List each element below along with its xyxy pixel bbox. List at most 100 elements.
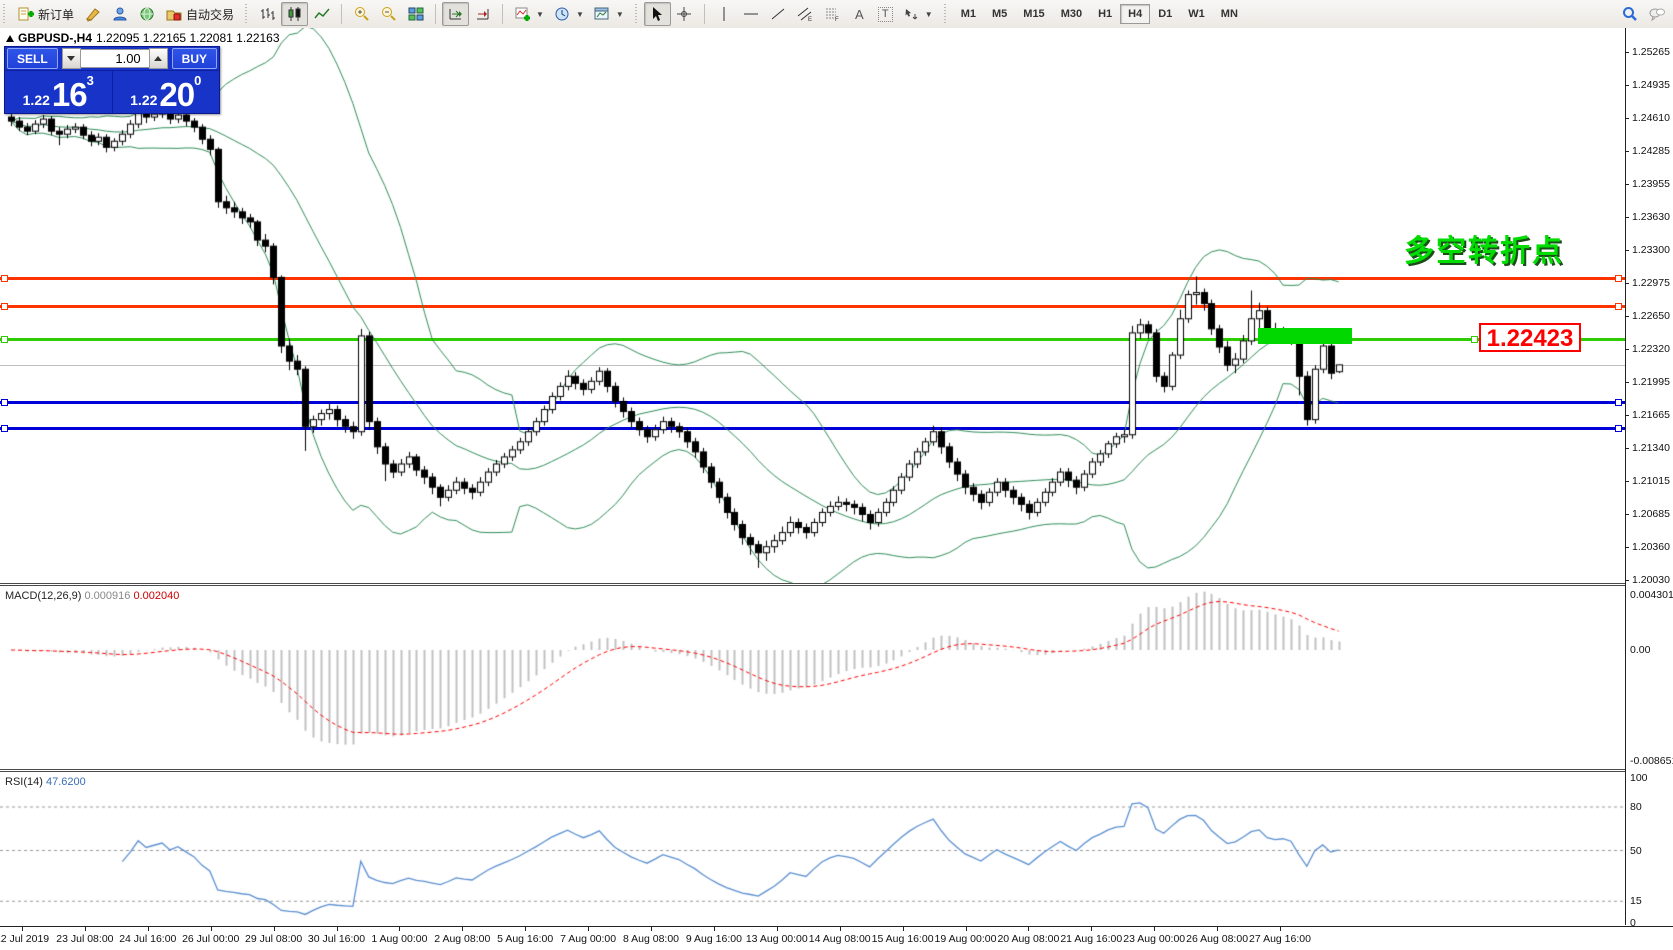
auto-trading-button[interactable]: 自动交易 <box>160 2 239 26</box>
pane-separator[interactable] <box>0 583 1673 586</box>
buy-button[interactable]: BUY <box>171 48 218 69</box>
time-axis-tick <box>839 927 841 931</box>
macd-canvas[interactable] <box>0 587 1625 768</box>
lot-decrease-button[interactable] <box>61 48 81 69</box>
new-order-button[interactable]: 新订单 <box>12 2 79 26</box>
strategy-tester-button[interactable] <box>106 2 133 26</box>
time-axis-tick <box>651 927 652 931</box>
chat-bubbles-icon <box>1648 6 1665 23</box>
timeframe-button-D1[interactable]: D1 <box>1158 8 1173 20</box>
text-label-button[interactable]: T <box>873 2 898 26</box>
price-chart-pane <box>0 28 1625 583</box>
timeframe-button-W1[interactable]: W1 <box>1188 8 1205 20</box>
axis-tick <box>1625 580 1629 581</box>
chart-candles-button[interactable] <box>281 2 309 26</box>
time-axis-tick <box>588 927 590 931</box>
text-button[interactable]: A <box>846 2 873 26</box>
arrows-button[interactable]: ▼ <box>898 2 938 26</box>
timeframe-button-H4[interactable]: H4 <box>1120 4 1151 24</box>
symbol-triangle-icon <box>6 34 14 42</box>
buy-price[interactable]: 1.22 20 0 <box>113 71 220 113</box>
time-axis-tick <box>713 927 715 931</box>
sell-price-base: 1.22 <box>22 92 50 108</box>
time-axis-tick <box>147 927 149 931</box>
time-axis-label: 5 Aug 16:00 <box>497 933 554 945</box>
macd-pane <box>0 587 1625 768</box>
crayon-button[interactable] <box>79 2 106 26</box>
toolbar-grip[interactable] <box>244 4 250 24</box>
rsi-value: 47.6200 <box>45 776 86 788</box>
turning-point-annotation[interactable]: 多空转折点 <box>1404 235 1564 268</box>
axis-tick-label: 1.22320 <box>1632 343 1670 356</box>
axis-tick <box>1625 415 1629 417</box>
toolbar-grip[interactable] <box>942 4 948 24</box>
auto-scroll-button[interactable] <box>442 2 470 26</box>
spinner-up-icon <box>154 56 163 61</box>
indicators-button[interactable]: ▼ <box>509 2 549 26</box>
template-chart-icon <box>594 6 611 23</box>
pane-separator[interactable] <box>0 769 1673 772</box>
text-label-icon: T <box>877 6 893 22</box>
horizontal-line-button[interactable] <box>738 2 765 26</box>
timeframe-button-M1[interactable]: M1 <box>960 8 976 20</box>
time-axis-tick <box>22 927 23 931</box>
lot-size-input[interactable] <box>80 49 149 68</box>
axis-tick-label: 1.23300 <box>1632 244 1670 257</box>
indicator-plus-icon <box>514 6 531 23</box>
chart-shift-button[interactable] <box>469 2 496 26</box>
bar-chart-icon <box>259 6 276 23</box>
trendline-button[interactable] <box>765 2 792 26</box>
chart-bars-button[interactable] <box>254 2 281 26</box>
cursor-button[interactable] <box>643 2 671 26</box>
price-axis-border <box>1625 28 1626 925</box>
timeframe-button-H1[interactable]: H1 <box>1098 8 1113 20</box>
symbol-name: GBPUSD-,H4 <box>18 31 93 45</box>
timeframe-button-MN[interactable]: MN <box>1220 8 1238 20</box>
search-button[interactable] <box>1616 2 1643 26</box>
clock-icon <box>554 6 571 23</box>
timeframe-button-M30[interactable]: M30 <box>1060 8 1083 20</box>
timeframe-button-M15[interactable]: M15 <box>1023 8 1045 20</box>
vertical-line-button[interactable] <box>711 2 738 26</box>
axis-tick <box>1625 118 1629 120</box>
chat-button[interactable] <box>1643 2 1670 26</box>
channel-button[interactable]: E <box>792 2 819 26</box>
toolbar-grip[interactable] <box>633 4 639 24</box>
sell-price[interactable]: 1.22 16 3 <box>5 71 113 113</box>
periods-button[interactable]: ▼ <box>549 2 589 26</box>
time-axis-label: 7 Aug 00:00 <box>560 933 617 945</box>
macd-label: MACD(12,26,9) 0.000916 0.002040 <box>5 590 180 602</box>
macd-axis-label: -0.008651 <box>1630 754 1673 767</box>
axis-tick-label: 1.23630 <box>1632 210 1670 223</box>
chart-line-button[interactable] <box>308 2 335 26</box>
text-a-icon: A <box>854 6 864 22</box>
rsi-axis-label: 0 <box>1630 917 1636 929</box>
zoom-in-button[interactable] <box>348 2 375 26</box>
templates-button[interactable]: ▼ <box>589 2 629 26</box>
time-axis-label: 27 Aug 16:00 <box>1249 933 1311 945</box>
macd-signal-value: 0.002040 <box>133 590 180 602</box>
axis-tick <box>1625 480 1629 482</box>
sell-button[interactable]: SELL <box>7 48 58 69</box>
community-button[interactable] <box>133 2 160 26</box>
time-axis-label: 26 Jul 00:00 <box>182 933 240 945</box>
pivot-price-callout[interactable]: 1.22423 <box>1479 323 1581 352</box>
green-zone-rectangle[interactable] <box>1258 328 1352 345</box>
tile-windows-button[interactable] <box>402 2 429 26</box>
candlestick-chart-canvas[interactable] <box>0 28 1625 583</box>
zoom-out-button[interactable] <box>375 2 402 26</box>
toolbar-grip[interactable] <box>2 4 7 24</box>
macd-axis-label: 0.00 <box>1630 644 1651 656</box>
timeframe-button-M5[interactable]: M5 <box>992 8 1008 20</box>
cursor-arrow-icon <box>649 6 666 23</box>
fibonacci-button[interactable]: F <box>819 2 846 26</box>
time-axis-label: 21 Aug 16:00 <box>1060 933 1123 945</box>
time-axis-tick <box>84 927 86 931</box>
time-axis-tick <box>776 927 778 931</box>
axis-tick <box>1625 216 1629 218</box>
ohlc-values: 1.22095 1.22165 1.22081 1.22163 <box>96 31 280 45</box>
lot-increase-button[interactable] <box>148 48 168 69</box>
rsi-canvas[interactable] <box>0 773 1625 924</box>
crosshair-button[interactable] <box>671 2 698 26</box>
